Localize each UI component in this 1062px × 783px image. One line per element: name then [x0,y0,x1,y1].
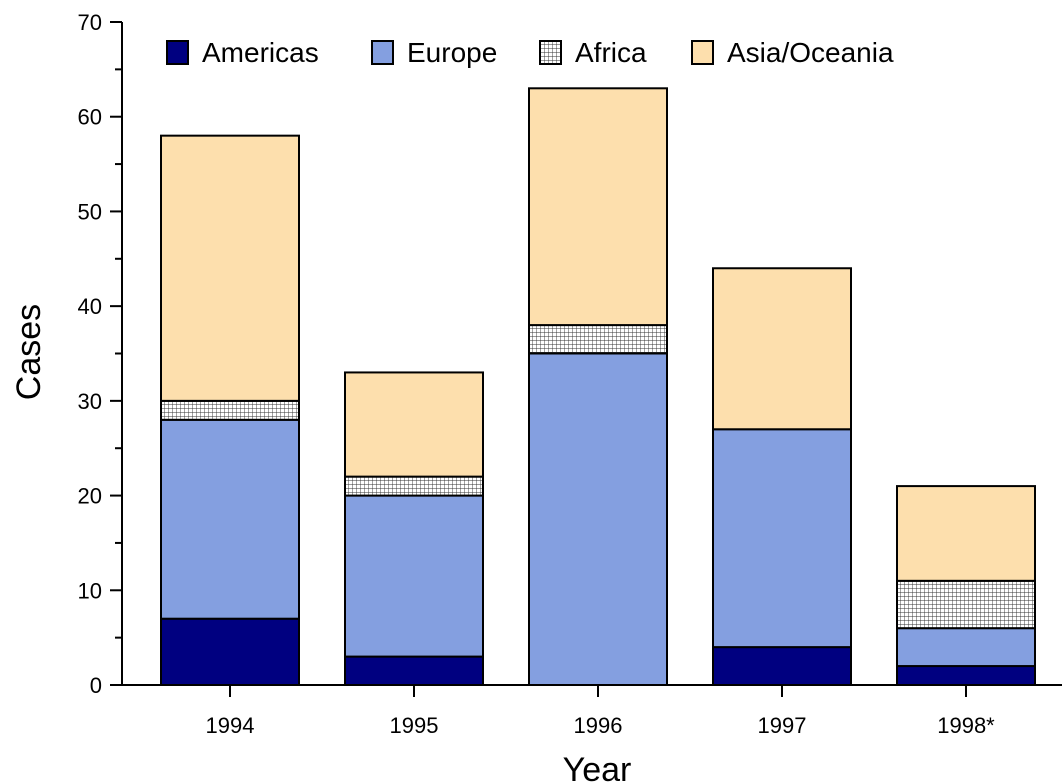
legend-swatch-asia-oceania [691,40,714,65]
legend-swatch-americas [166,40,189,65]
bar-1994-asia-oceania [160,134,300,402]
legend-label-africa: Africa [575,37,647,68]
x-axis-title: Year [563,751,632,783]
bar-1995-asia-oceania [344,371,484,478]
x-tick-label: 1998* [937,713,995,738]
legend-swatch-africa [539,40,562,65]
bar-1994-africa [160,399,300,421]
x-tick-label: 1996 [574,713,623,738]
bar-1995-americas [344,655,484,686]
bar-1997-asia-oceania [712,267,852,431]
bar-1994-americas [160,617,300,687]
bar-1994-europe [160,418,300,620]
legend-label-europe: Europe [407,37,497,68]
legend-label-asia-oceania: Asia/Oceania [727,37,894,68]
bar-1996-africa [528,324,668,355]
legend: Americas Europe Africa Asia/Oceania [166,37,894,68]
y-tick-label: 20 [78,484,102,509]
y-tick-label: 60 [78,105,102,130]
ticks-group: 0 10 20 30 40 50 60 70 1994 1995 1996 1997 1998* [78,10,996,738]
y-axis-title: Cases [10,304,48,400]
legend-label-americas: Americas [202,37,319,68]
bar-1997-americas [712,646,852,686]
y-tick-label: 0 [90,673,102,698]
x-tick-label: 1997 [758,713,807,738]
y-tick-label: 30 [78,389,102,414]
bar-1996-europe [528,352,668,686]
y-tick-label: 40 [78,294,102,319]
legend-swatch-europe [371,40,394,65]
bar-1998-asia-oceania [896,485,1036,582]
bar-1996-asia-oceania [528,87,668,327]
y-tick-label: 10 [78,578,102,603]
bar-1998-africa [896,579,1036,630]
y-tick-label: 50 [78,199,102,224]
x-tick-label: 1995 [390,713,439,738]
x-tick-label: 1994 [206,713,255,738]
bar-1998-europe [896,627,1036,668]
bar-1995-africa [344,475,484,497]
y-tick-label: 70 [78,10,102,35]
bar-1997-europe [712,428,852,649]
bar-1998-americas [896,665,1036,686]
bar-1995-europe [344,494,484,658]
bars-group [160,87,1036,687]
